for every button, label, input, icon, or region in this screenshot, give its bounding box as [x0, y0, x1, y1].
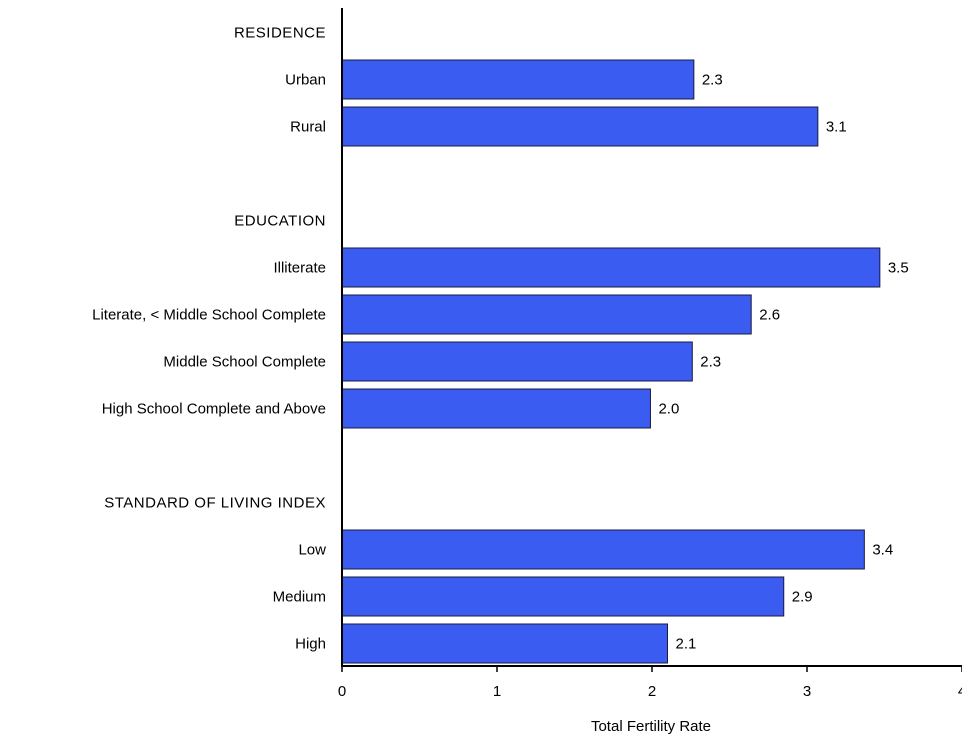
value-label: 2.6 [759, 307, 780, 324]
category-label: Medium [273, 589, 326, 606]
bar-1 [341, 106, 819, 147]
x-tick-label: 1 [493, 683, 501, 700]
bar-4 [341, 341, 693, 382]
bars-layer [341, 59, 881, 664]
group-label: EDUCATION [234, 213, 326, 230]
x-axis-title: Total Fertility Rate [591, 718, 711, 735]
value-label: 2.1 [676, 636, 697, 653]
category-label: Middle School Complete [163, 354, 326, 371]
value-label: 3.1 [826, 119, 847, 136]
labels-layer: RESIDENCE Urban 2.3 Rural 3.1 EDUCATION Illite… [92, 25, 909, 653]
bar-2 [341, 247, 881, 288]
category-label: Rural [290, 119, 326, 136]
group-label: STANDARD OF LIVING INDEX [104, 495, 326, 512]
category-label: Urban [285, 72, 326, 89]
value-label: 3.4 [872, 542, 893, 559]
x-tick-label: 0 [338, 683, 346, 700]
bar-8 [341, 623, 668, 664]
bar-7 [341, 576, 785, 617]
value-label: 2.3 [700, 354, 721, 371]
x-tick-label: 2 [648, 683, 656, 700]
value-label: 2.0 [658, 401, 679, 418]
category-label: High School Complete and Above [102, 401, 326, 418]
x-tick-label: 3 [803, 683, 811, 700]
category-label: Illiterate [273, 260, 326, 277]
bar-0 [341, 59, 695, 100]
bar-3 [341, 294, 752, 335]
category-label: Literate, < Middle School Complete [92, 307, 326, 324]
bar-5 [341, 388, 651, 429]
value-label: 3.5 [888, 260, 909, 277]
x-tick-label: 4 [958, 683, 962, 700]
bar-6 [341, 529, 865, 570]
category-label: Low [298, 542, 326, 559]
value-label: 2.9 [792, 589, 813, 606]
group-label: RESIDENCE [234, 25, 326, 42]
category-label: High [295, 636, 326, 653]
value-label: 2.3 [702, 72, 723, 89]
axes-layer: 0 1 2 3 4 [338, 8, 962, 700]
